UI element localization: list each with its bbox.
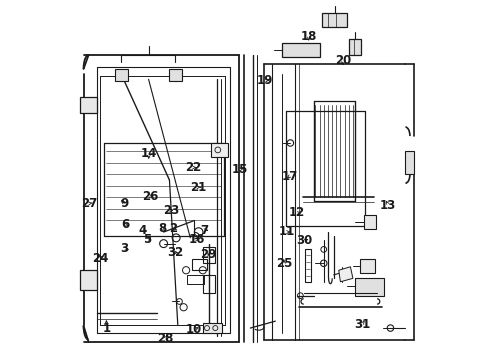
Text: 16: 16	[188, 233, 205, 246]
Text: 22: 22	[185, 161, 201, 174]
Polygon shape	[405, 151, 413, 174]
Text: 15: 15	[231, 163, 248, 176]
Text: 12: 12	[288, 207, 304, 220]
Polygon shape	[115, 69, 127, 81]
Text: 11: 11	[278, 225, 294, 238]
Text: 9: 9	[120, 197, 128, 210]
Text: 25: 25	[275, 257, 291, 270]
Text: 5: 5	[143, 233, 151, 246]
Text: 24: 24	[92, 252, 108, 265]
Polygon shape	[282, 44, 319, 57]
Text: 28: 28	[156, 332, 173, 345]
Text: 23: 23	[163, 204, 179, 217]
Polygon shape	[80, 97, 97, 113]
Text: 14: 14	[140, 147, 157, 160]
Text: 2: 2	[168, 222, 177, 235]
Text: 17: 17	[281, 170, 297, 183]
Polygon shape	[360, 259, 375, 273]
Text: 8: 8	[158, 222, 166, 235]
Text: 21: 21	[189, 181, 205, 194]
Text: 32: 32	[167, 246, 183, 259]
Text: 19: 19	[257, 74, 273, 87]
Text: 18: 18	[300, 30, 317, 43]
Text: 3: 3	[120, 242, 128, 255]
Polygon shape	[211, 143, 227, 157]
Text: 4: 4	[138, 224, 146, 237]
Text: 30: 30	[296, 234, 312, 247]
Polygon shape	[355, 278, 383, 296]
Polygon shape	[348, 39, 361, 55]
Polygon shape	[363, 215, 375, 229]
Text: 31: 31	[353, 318, 369, 331]
Text: 26: 26	[142, 190, 158, 203]
Polygon shape	[338, 267, 352, 282]
Polygon shape	[203, 323, 222, 333]
Polygon shape	[322, 13, 346, 27]
Polygon shape	[169, 69, 182, 81]
Text: 1: 1	[102, 322, 110, 335]
Text: 27: 27	[81, 197, 98, 210]
Text: 6: 6	[121, 218, 129, 231]
Polygon shape	[80, 270, 97, 290]
Text: 13: 13	[379, 199, 395, 212]
Text: 20: 20	[334, 54, 350, 67]
Text: 10: 10	[186, 323, 202, 336]
Text: 7: 7	[200, 224, 208, 237]
Text: 29: 29	[199, 248, 216, 261]
